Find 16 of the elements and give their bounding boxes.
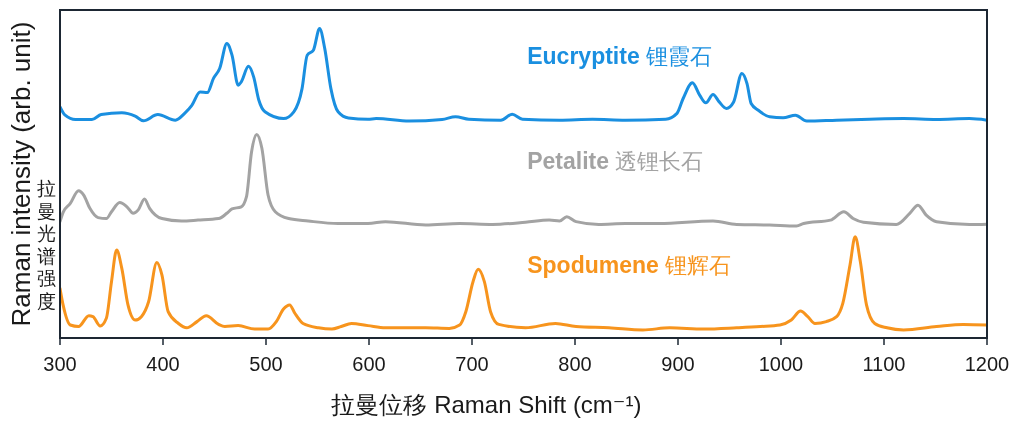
x-tick-label: 300 [43, 353, 77, 376]
x-tick-label: 800 [558, 353, 592, 376]
text: 拉曼光谱强度 [35, 178, 57, 313]
x-tick-label: 600 [352, 353, 386, 376]
x-axis-title: 拉曼位移 Raman Shift (cm⁻¹) [331, 390, 642, 418]
x-tick-label: 1200 [964, 353, 1010, 376]
text: Petalite 透锂长石 [527, 147, 704, 174]
x-tick-label: 500 [249, 353, 283, 376]
series-label: Spodumene 锂辉石 [527, 251, 731, 278]
series-label: Eucryptite 锂霞石 [527, 42, 712, 69]
y-axis-title: Raman intensity (arb. unit) [6, 21, 36, 327]
x-tick-label: 1100 [862, 353, 906, 376]
x-tick-label: 1000 [758, 353, 804, 376]
x-tick-label: 700 [455, 353, 489, 376]
x-tick-label: 400 [146, 353, 180, 376]
x-tick-label: 900 [661, 353, 695, 376]
